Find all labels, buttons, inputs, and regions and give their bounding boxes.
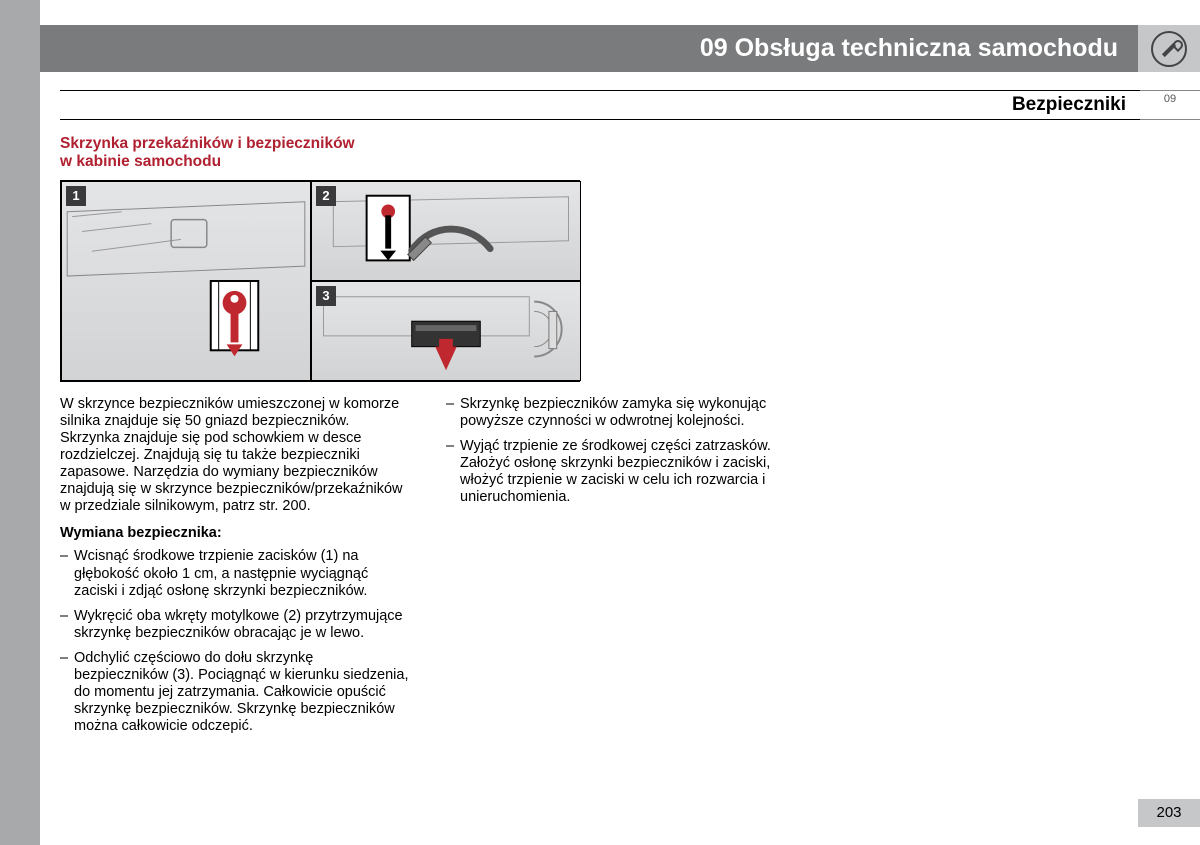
close-step-2: – Wyjąć trzpienie ze środkowej części za… [446,438,796,506]
dash-icon: – [60,608,74,642]
chapter-header: 09 Obsługa techniczna samochodu [40,0,1200,72]
step-1-text: Wcisnąć środkowe trzpienie zacisków (1) … [74,548,410,599]
chapter-icon-cell [1138,25,1200,72]
panel-1-art [62,182,310,380]
dash-icon: – [446,396,460,430]
section-bar-title: Bezpieczniki [1012,94,1126,116]
section-tab: 09 [1140,90,1200,120]
section-title-line1: Skrzynka przekaźników i bezpieczników [60,135,355,152]
figure-panel-2: 2 [311,181,581,281]
section-title: Skrzynka przekaźników i bezpieczników w … [60,135,1140,172]
panel-number-2: 2 [316,186,336,206]
column-2: – Skrzynkę bezpieczników zamyka się wyko… [446,396,796,744]
step-3-text: Odchylić częściowo do dołu skrzynkę bezp… [74,650,410,736]
wrench-icon [1151,31,1187,67]
left-margin-strip [0,0,40,845]
step-2-text: Wykręcić oba wkręty motylkowe (2) przytr… [74,608,410,642]
section-bar: Bezpieczniki [60,90,1140,120]
step-3: – Odchylić częściowo do dołu skrzynkę be… [60,650,410,736]
dash-icon: – [60,548,74,599]
panel-3-art [312,282,580,380]
step-2: – Wykręcić oba wkręty motylkowe (2) przy… [60,608,410,642]
close-step-2-text: Wyjąć trzpienie ze środkowej części zatr… [460,438,796,506]
figure-panel-3: 3 [311,281,581,381]
page-number-tab: 203 [1138,799,1200,827]
procedure-heading: Wymiana bezpiecznika: [60,525,410,542]
section-title-line2: w kabinie samochodu [60,153,221,170]
dash-icon: – [60,650,74,736]
close-step-1: – Skrzynkę bezpieczników zamyka się wyko… [446,396,796,430]
instruction-figure: 1 2 3 [60,180,580,382]
figure-panel-1: 1 [61,181,311,381]
panel-number-3: 3 [316,286,336,306]
panel-number-1: 1 [66,186,86,206]
text-columns: W skrzynce bezpieczników umieszczonej w … [60,396,1140,744]
column-1: W skrzynce bezpieczników umieszczonej w … [60,396,410,744]
close-step-1-text: Skrzynkę bezpieczników zamyka się wykonu… [460,396,796,430]
content-region: Skrzynka przekaźników i bezpieczników w … [60,135,1140,744]
step-1: – Wcisnąć środkowe trzpienie zacisków (1… [60,548,410,599]
dash-icon: – [446,438,460,506]
panel-2-art [312,182,580,280]
intro-paragraph: W skrzynce bezpieczników umieszczonej w … [60,396,410,516]
chapter-title: 09 Obsługa techniczna samochodu [40,25,1138,72]
